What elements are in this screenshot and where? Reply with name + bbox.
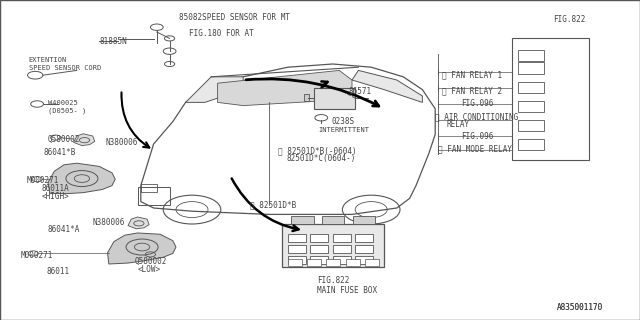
- Bar: [365, 259, 379, 266]
- Text: FIG.822: FIG.822: [554, 15, 586, 24]
- Text: ① 82501D*B(-0604): ① 82501D*B(-0604): [278, 146, 357, 155]
- Text: 86571: 86571: [349, 87, 372, 96]
- Text: RELAY: RELAY: [446, 120, 469, 129]
- Bar: [333, 234, 351, 242]
- Text: 0238S: 0238S: [332, 117, 355, 126]
- Text: M000271: M000271: [27, 176, 60, 185]
- Bar: [346, 259, 360, 266]
- Text: ② FAN MODE RELAY: ② FAN MODE RELAY: [438, 144, 513, 153]
- Text: EXTENTION
SPEED SENSOR CORD: EXTENTION SPEED SENSOR CORD: [29, 58, 101, 70]
- Bar: [310, 245, 328, 253]
- Bar: [518, 139, 544, 150]
- Text: A835001170: A835001170: [557, 303, 603, 312]
- Text: FIG.096: FIG.096: [461, 132, 493, 141]
- Text: 86041*A: 86041*A: [48, 225, 81, 234]
- Text: FIG.096: FIG.096: [461, 99, 493, 108]
- Text: Q580002: Q580002: [48, 135, 81, 144]
- Bar: [322, 216, 344, 224]
- Text: ① AIR CONDITIONING: ① AIR CONDITIONING: [435, 112, 518, 121]
- Bar: [288, 234, 306, 242]
- Bar: [314, 88, 355, 109]
- Text: ① FAN RELAY 1: ① FAN RELAY 1: [442, 71, 502, 80]
- Bar: [291, 216, 314, 224]
- Text: Q580002: Q580002: [134, 257, 167, 266]
- Bar: [326, 259, 340, 266]
- Bar: [518, 120, 544, 131]
- Text: FIG.822
MAIN FUSE BOX: FIG.822 MAIN FUSE BOX: [317, 276, 377, 295]
- Polygon shape: [128, 217, 149, 229]
- Bar: [304, 94, 309, 101]
- Bar: [333, 245, 351, 253]
- Text: 86011: 86011: [46, 268, 69, 276]
- Bar: [138, 187, 170, 205]
- Bar: [310, 234, 328, 242]
- Polygon shape: [218, 70, 352, 106]
- Bar: [518, 62, 544, 74]
- Bar: [288, 259, 302, 266]
- Bar: [288, 245, 306, 253]
- Bar: [518, 101, 544, 112]
- Bar: [288, 256, 306, 264]
- Text: FIG.180 FOR AT: FIG.180 FOR AT: [189, 29, 253, 38]
- Polygon shape: [186, 77, 243, 102]
- Text: ① FAN RELAY 2: ① FAN RELAY 2: [442, 87, 502, 96]
- Bar: [355, 234, 373, 242]
- Text: 85082SPEED SENSOR FOR MT: 85082SPEED SENSOR FOR MT: [179, 13, 290, 22]
- Text: M000271: M000271: [20, 252, 53, 260]
- Bar: [307, 259, 321, 266]
- Bar: [333, 256, 351, 264]
- Text: A835001170: A835001170: [557, 303, 603, 312]
- Text: 82501D*C(0604-): 82501D*C(0604-): [286, 154, 355, 163]
- Text: <HIGH>: <HIGH>: [42, 192, 69, 201]
- Bar: [355, 256, 373, 264]
- Text: INTERMITTENT: INTERMITTENT: [319, 127, 370, 132]
- Polygon shape: [108, 233, 176, 264]
- Text: 86041*B: 86041*B: [44, 148, 76, 156]
- Bar: [355, 245, 373, 253]
- Text: ② 82501D*B: ② 82501D*B: [250, 200, 296, 209]
- Text: N380006: N380006: [106, 138, 138, 147]
- Bar: [512, 38, 589, 160]
- Bar: [518, 82, 544, 93]
- Text: <LOW>: <LOW>: [138, 265, 161, 274]
- Polygon shape: [48, 163, 115, 194]
- Text: 81885N: 81885N: [99, 37, 127, 46]
- Text: W400025
(D0505- ): W400025 (D0505- ): [48, 100, 86, 114]
- Text: 86011A: 86011A: [42, 184, 69, 193]
- Bar: [310, 256, 328, 264]
- Bar: [353, 216, 375, 224]
- Polygon shape: [74, 134, 95, 146]
- Text: N380006: N380006: [93, 218, 125, 227]
- Bar: [518, 50, 544, 61]
- Bar: [141, 184, 157, 192]
- Bar: [282, 224, 384, 267]
- Polygon shape: [352, 70, 422, 102]
